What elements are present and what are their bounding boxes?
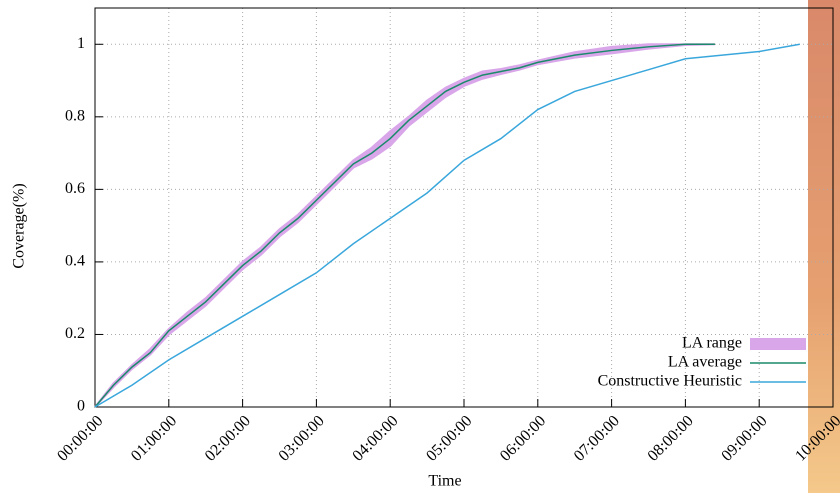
y-tick-label: 0.4 (65, 253, 85, 270)
series-line (94, 43, 800, 408)
legend-label: Constructive Heuristic (598, 373, 742, 390)
x-tick-label: 00:00:00 (54, 412, 106, 464)
legend-label: LA range (682, 335, 742, 352)
y-tick-label: 0.6 (65, 180, 85, 197)
x-tick-label: 04:00:00 (349, 412, 401, 464)
x-axis-label: Time (428, 473, 461, 490)
y-axis-label: Coverage(%) (11, 183, 28, 268)
x-tick-label: 09:00:00 (718, 412, 770, 464)
range-band (94, 43, 715, 408)
x-tick-label: 07:00:00 (571, 412, 623, 464)
x-tick-label: 03:00:00 (276, 412, 328, 464)
x-tick-label: 01:00:00 (128, 412, 180, 464)
legend-swatch (750, 338, 806, 350)
y-tick-label: 0 (77, 398, 85, 415)
x-tick-label: 06:00:00 (497, 412, 549, 464)
x-tick-label: 05:00:00 (423, 412, 475, 464)
x-tick-label: 08:00:00 (645, 412, 697, 464)
x-tick-label: 02:00:00 (202, 412, 254, 464)
plot-frame (94, 7, 834, 408)
series-line (94, 43, 715, 408)
background-strip (808, 0, 840, 493)
y-tick-label: 1 (77, 35, 85, 52)
y-tick-label: 0.8 (65, 107, 85, 124)
legend-label: LA average (668, 354, 742, 371)
y-tick-label: 0.2 (65, 325, 85, 342)
